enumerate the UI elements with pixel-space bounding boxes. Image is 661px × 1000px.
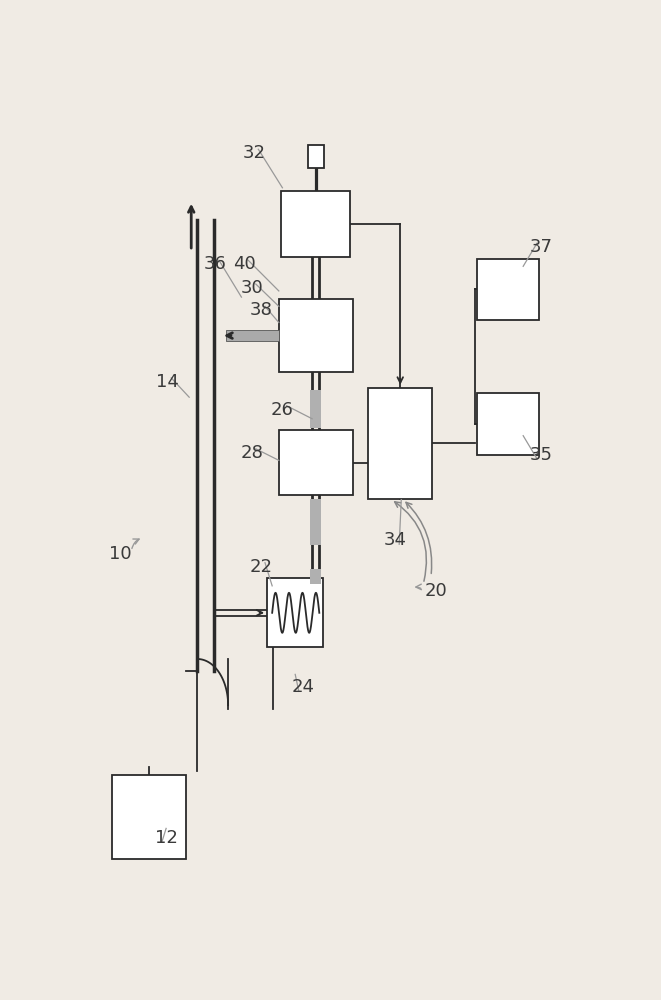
- Bar: [267, 578, 323, 647]
- Text: 30: 30: [241, 279, 263, 297]
- Bar: [112, 774, 186, 859]
- Text: 36: 36: [204, 255, 226, 273]
- Bar: [477, 259, 539, 320]
- Bar: [307, 145, 324, 168]
- Text: 24: 24: [292, 678, 315, 696]
- Text: 20: 20: [425, 582, 447, 600]
- Text: 34: 34: [383, 531, 407, 549]
- Bar: [310, 390, 321, 428]
- Text: 40: 40: [233, 255, 255, 273]
- Text: 38: 38: [249, 301, 272, 319]
- Bar: [278, 299, 353, 372]
- Bar: [310, 499, 321, 545]
- Text: 37: 37: [529, 238, 553, 256]
- Bar: [310, 569, 321, 584]
- Text: 14: 14: [156, 373, 178, 391]
- Text: 32: 32: [243, 144, 266, 162]
- Bar: [226, 330, 278, 341]
- Text: 35: 35: [529, 446, 553, 464]
- Text: 10: 10: [108, 545, 132, 563]
- Bar: [278, 430, 353, 495]
- Text: 12: 12: [155, 829, 178, 847]
- Text: 26: 26: [271, 401, 294, 419]
- Bar: [281, 191, 350, 257]
- Text: 22: 22: [249, 558, 272, 576]
- Text: 28: 28: [240, 444, 263, 462]
- Bar: [368, 388, 432, 499]
- Bar: [477, 393, 539, 455]
